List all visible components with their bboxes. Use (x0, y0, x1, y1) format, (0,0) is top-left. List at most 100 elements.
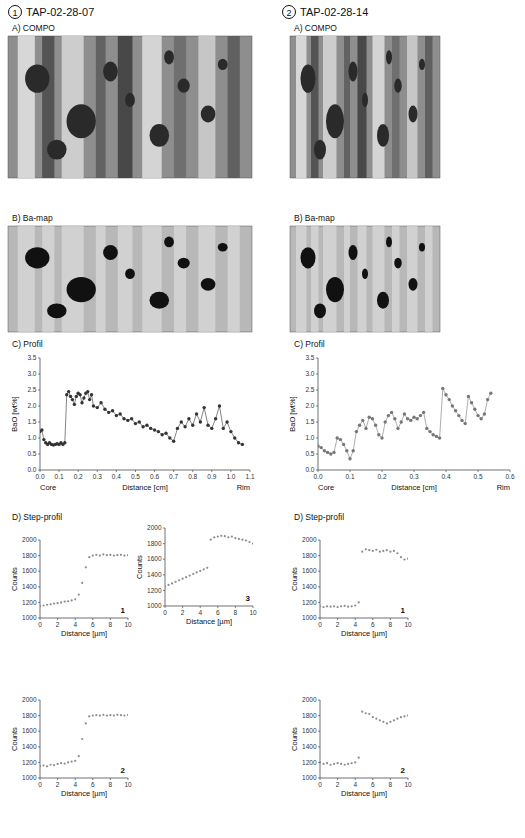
data-point (329, 452, 332, 455)
x-tick-label: 0 (38, 781, 42, 788)
data-point (344, 605, 346, 607)
image-band (296, 36, 307, 178)
y-tick (318, 571, 320, 572)
x-tick (390, 778, 391, 780)
y-tick-label: 1600 (302, 567, 317, 574)
x-tick-label: 2 (181, 609, 185, 616)
data-point (71, 398, 74, 401)
x-tick (217, 606, 218, 608)
y-tick (38, 571, 40, 572)
y-tick-label: 2.0 (27, 402, 36, 409)
x-tick (110, 618, 111, 620)
data-point (403, 558, 405, 560)
x-tick-label: 10 (124, 621, 132, 628)
x-tick (135, 470, 136, 472)
data-point (379, 719, 381, 721)
image-band (373, 36, 385, 178)
data-point (227, 536, 229, 538)
image-grain (377, 292, 389, 309)
panel-label: A) COMPO (294, 23, 337, 33)
data-point (220, 535, 222, 537)
data-point (396, 718, 398, 720)
y-tick (316, 454, 318, 455)
data-point (165, 585, 166, 587)
data-point (464, 422, 467, 425)
data-point (412, 416, 415, 419)
data-point (74, 760, 76, 762)
y-tick-label: 2000 (302, 696, 317, 703)
y-tick (316, 438, 318, 439)
data-point (231, 535, 233, 537)
image-ground (8, 226, 252, 332)
y-tick-label: 2000 (22, 696, 37, 703)
data-point (347, 606, 349, 608)
x-tick-label: 4 (73, 781, 77, 788)
image-grain (314, 303, 326, 318)
y-tick-label: 1800 (302, 552, 317, 559)
x-tick-label: 6 (91, 781, 95, 788)
data-point (81, 738, 83, 740)
y-tick (38, 358, 40, 359)
y-tick (38, 438, 40, 439)
x-tick-label: 4 (73, 621, 77, 628)
data-point (396, 552, 398, 554)
y-tick-label: 1800 (22, 712, 37, 719)
data-point (99, 715, 101, 717)
image-grain (377, 124, 389, 147)
x-tick-label: 0.7 (169, 473, 178, 480)
data-point (46, 604, 48, 606)
x-tick (57, 618, 58, 620)
x-tick (211, 470, 212, 472)
image-band (296, 226, 307, 332)
data-point (320, 605, 321, 607)
x-tick (40, 618, 41, 620)
image-grain (164, 50, 174, 64)
data-point (42, 604, 44, 606)
x-tick (230, 470, 231, 472)
data-point (332, 451, 335, 454)
y-axis (165, 528, 166, 606)
y-axis (318, 358, 319, 470)
marks (320, 548, 408, 608)
data-point (202, 406, 205, 409)
data-point (473, 408, 476, 411)
data-point (365, 548, 367, 550)
x-tick (59, 470, 60, 472)
y-tick-label: 1200 (302, 759, 317, 766)
x-tick (320, 778, 321, 780)
y-tick-label: 1.5 (305, 418, 314, 425)
marks (318, 387, 492, 461)
y-tick-label: 1200 (22, 599, 37, 606)
y-tick-label: 1400 (302, 583, 317, 590)
y-tick-label: 2.5 (305, 386, 314, 393)
image-grain (67, 104, 96, 138)
data-point (153, 428, 156, 431)
data-point (203, 568, 205, 570)
image-band (96, 36, 106, 178)
data-point (60, 601, 62, 603)
profile-number: 3 (246, 594, 251, 603)
data-point (60, 762, 62, 764)
data-point (134, 422, 137, 425)
x-tick-label: 2 (56, 781, 60, 788)
data-point (95, 714, 97, 716)
x-tick-label: 0.6 (505, 473, 514, 480)
y-tick (316, 390, 318, 391)
data-point (352, 449, 355, 452)
data-point (225, 420, 228, 423)
profile-number: 1 (401, 606, 406, 615)
x-tick-label: 6 (371, 621, 375, 628)
data-point (75, 395, 78, 398)
x-axis-title: Distance [cm] (122, 483, 167, 492)
y-axis-title: BaO [wt%] (10, 396, 19, 431)
data-point (329, 606, 331, 608)
y-tick-label: 2000 (22, 536, 37, 543)
image-grain (218, 59, 228, 70)
x-tick-label: 6 (371, 781, 375, 788)
y-axis (40, 700, 41, 778)
data-point (229, 430, 232, 433)
y-tick (318, 540, 320, 541)
image-band (142, 36, 162, 178)
data-point (141, 425, 144, 428)
chart: 0.00.51.01.52.02.53.03.50.00.10.20.30.40… (288, 339, 515, 492)
